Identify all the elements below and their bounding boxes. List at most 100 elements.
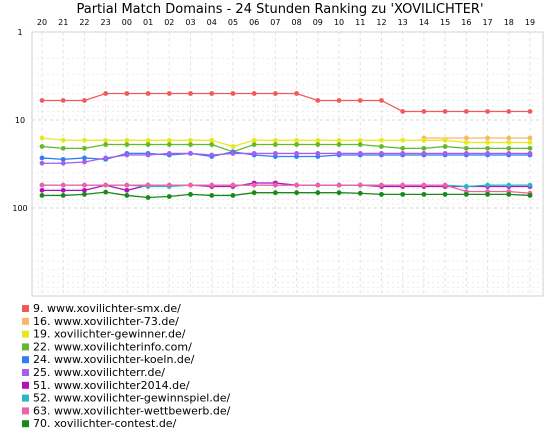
data-point: [166, 194, 172, 199]
data-point: [39, 135, 45, 141]
data-point: [357, 182, 363, 188]
data-point: [60, 137, 66, 143]
data-point: [463, 191, 469, 197]
data-point: [527, 145, 533, 151]
data-point: [82, 145, 87, 151]
data-point: [442, 182, 448, 188]
data-point: [82, 137, 87, 143]
x-tick-label: 13: [398, 18, 408, 27]
data-point: [506, 135, 512, 141]
data-point: [124, 193, 130, 198]
x-tick-label: 22: [79, 18, 89, 27]
data-point: [188, 182, 193, 188]
data-point: [124, 137, 130, 143]
x-tick-label: 18: [504, 18, 514, 27]
data-point: [124, 187, 130, 193]
legend-swatch: [22, 330, 29, 338]
x-tick-label: 04: [207, 18, 217, 27]
series-line: [41, 143, 530, 153]
data-point: [506, 145, 512, 151]
data-point: [103, 142, 109, 147]
data-point: [209, 152, 215, 158]
legend-swatch: [22, 381, 29, 389]
data-point: [188, 151, 193, 156]
data-point: [527, 109, 533, 114]
data-point: [82, 187, 87, 193]
data-point: [294, 190, 300, 196]
legend-swatch: [22, 317, 29, 325]
data-point: [166, 91, 172, 96]
data-point: [421, 137, 427, 143]
data-point: [209, 137, 215, 143]
data-point: [421, 151, 427, 156]
legend-entry: 52. www.xovilichter-gewinnspiel.de/: [33, 392, 231, 405]
data-point: [251, 151, 257, 156]
data-point: [124, 152, 130, 158]
y-tick-label: 1: [17, 28, 22, 37]
data-point: [230, 151, 236, 156]
data-point: [400, 182, 406, 188]
legend-entry: 70. xovilichter-contest.de/: [33, 417, 177, 430]
data-point: [421, 191, 427, 197]
data-point: [400, 109, 406, 114]
data-point: [103, 91, 109, 96]
legend-entry: 24. www.xovilichter-koeln.de/: [33, 353, 195, 366]
data-point: [485, 145, 490, 151]
data-point: [294, 182, 300, 188]
data-point: [442, 191, 448, 197]
data-point: [400, 151, 406, 156]
data-point: [294, 151, 300, 156]
data-point: [506, 140, 512, 145]
data-point: [60, 182, 66, 188]
data-point: [400, 145, 406, 151]
data-point: [145, 152, 151, 158]
data-point: [506, 191, 512, 197]
series-line: [41, 151, 530, 161]
data-point: [124, 182, 130, 188]
chart-title: Partial Match Domains - 24 Stunden Ranki…: [76, 2, 484, 17]
data-point: [315, 137, 321, 143]
x-tick-label: 09: [313, 18, 323, 27]
data-point: [506, 109, 512, 114]
x-tick-label: 12: [376, 18, 386, 27]
data-point: [188, 191, 193, 197]
data-point: [188, 137, 193, 143]
legend-swatch: [22, 343, 29, 351]
data-point: [336, 142, 342, 147]
data-point: [166, 151, 172, 156]
data-point: [39, 182, 45, 188]
data-point: [82, 182, 87, 188]
data-point: [379, 144, 384, 149]
data-point: [60, 156, 66, 162]
legend-swatch: [22, 407, 29, 415]
data-point: [336, 98, 342, 103]
data-point: [251, 190, 257, 196]
series-line: [42, 152, 530, 164]
data-point: [251, 142, 257, 147]
data-point: [251, 182, 257, 188]
data-point: [463, 151, 469, 156]
data-point: [485, 182, 490, 188]
legend-swatch: [22, 356, 29, 364]
data-point: [485, 109, 490, 114]
data-point: [124, 142, 130, 147]
data-point: [527, 182, 533, 188]
data-point: [39, 193, 45, 198]
x-tick-label: 08: [292, 18, 302, 27]
x-tick-label: 01: [143, 18, 153, 27]
data-point: [527, 151, 533, 156]
data-point: [485, 135, 490, 141]
x-tick-label: 21: [58, 18, 68, 27]
legend-swatch: [22, 369, 29, 376]
data-point: [145, 195, 151, 200]
x-tick-label: 02: [164, 18, 174, 27]
data-point: [527, 140, 533, 145]
data-point: [60, 187, 66, 193]
data-point: [506, 151, 512, 156]
series-line: [41, 137, 530, 148]
data-point: [60, 98, 66, 103]
data-point: [357, 190, 363, 196]
x-tick-label: 14: [419, 18, 429, 27]
x-tick-label: 00: [122, 18, 132, 27]
